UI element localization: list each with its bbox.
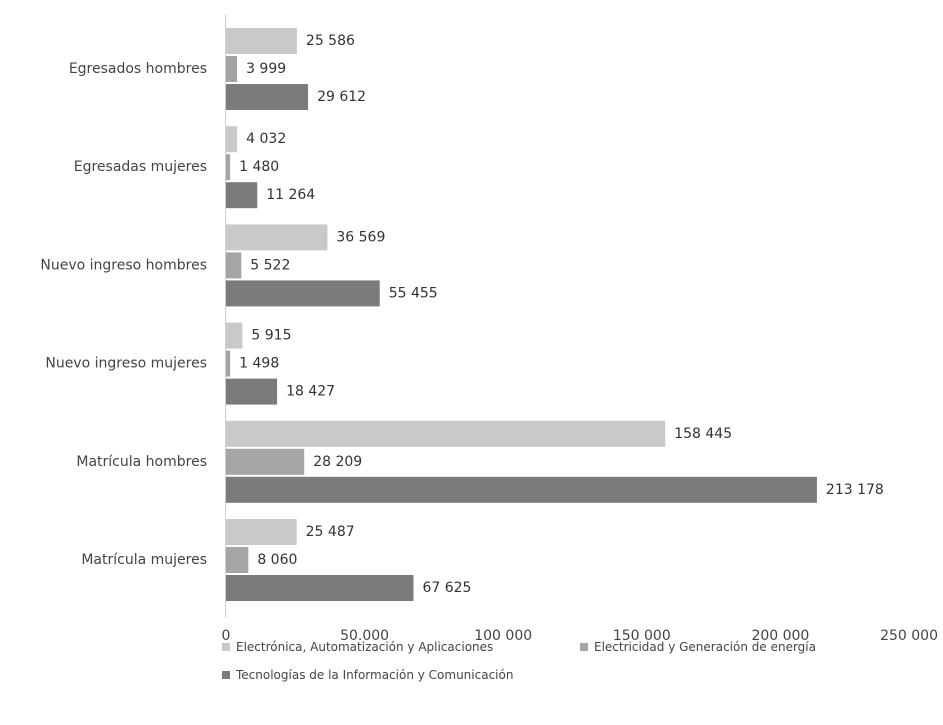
bar <box>226 224 328 251</box>
bar <box>226 322 243 349</box>
x-tick-label: 150 000 <box>613 628 671 640</box>
legend-label: Electricidad y Generación de energía <box>594 640 816 654</box>
x-tick-label: 250 000 <box>880 628 938 640</box>
data-label: 25 487 <box>306 524 355 540</box>
x-tick-label: 50.000 <box>340 628 389 640</box>
data-label: 29 612 <box>317 89 366 105</box>
data-label: 4 032 <box>246 131 286 147</box>
category-label: Matrícula mujeres <box>81 552 207 568</box>
data-label: 3 999 <box>246 61 286 77</box>
bar <box>226 378 278 405</box>
legend-label: Electrónica, Automatización y Aplicacion… <box>236 640 494 654</box>
bar <box>226 126 238 153</box>
data-label: 11 264 <box>266 187 315 203</box>
category-labels: Egresados hombres Egresadas mujeres Nuevo … <box>40 61 207 568</box>
bar <box>226 448 305 475</box>
bar <box>226 350 231 377</box>
bar <box>226 519 297 545</box>
data-label: 25 586 <box>306 33 355 49</box>
bar <box>226 575 414 601</box>
legend-item-electricidad: Electricidad y Generación de energía <box>580 640 816 654</box>
data-labels: 25 586 3 999 29 612 4 032 1 480 11 264 36 569 5… <box>239 33 884 596</box>
legend-label: Tecnologías de la Información y Comunica… <box>236 668 514 682</box>
legend-swatch <box>580 643 588 651</box>
legend-item-electronica: Electrónica, Automatización y Aplicacion… <box>222 640 493 654</box>
data-label: 36 569 <box>336 229 385 245</box>
data-label: 1 480 <box>239 159 279 175</box>
data-label: 55 455 <box>389 285 438 301</box>
legend-swatch <box>222 643 230 651</box>
category-label: Egresados hombres <box>69 61 207 77</box>
category-label: Nuevo ingreso mujeres <box>45 356 207 372</box>
bar <box>226 420 666 447</box>
data-label: 158 445 <box>674 426 732 442</box>
bars-group <box>226 28 817 601</box>
x-tick-label: 200 000 <box>751 628 809 640</box>
x-tick-label: 100 000 <box>474 628 532 640</box>
category-label: Nuevo ingreso hombres <box>40 257 207 273</box>
bar <box>226 154 231 181</box>
legend-swatch <box>222 671 230 679</box>
x-axis-ticks: 0 50.000 100 000 150 000 200 000 250 000 <box>222 628 938 640</box>
data-label: 5 915 <box>251 328 291 344</box>
data-label: 28 209 <box>313 454 362 470</box>
bar <box>226 182 258 209</box>
legend-item-tecnologias: Tecnologías de la Información y Comunica… <box>222 668 513 682</box>
category-label: Matrícula hombres <box>76 454 207 470</box>
legend: Electrónica, Automatización y Aplicacion… <box>222 640 922 696</box>
x-tick-label: 0 <box>222 628 231 640</box>
bar-chart: Egresados hombres Egresadas mujeres Nuevo … <box>40 14 938 640</box>
bar <box>226 56 238 82</box>
data-label: 1 498 <box>239 356 279 372</box>
bar <box>226 280 380 307</box>
bar <box>226 28 297 54</box>
data-label: 213 178 <box>826 482 884 498</box>
bar <box>226 252 242 279</box>
category-label: Egresadas mujeres <box>74 159 207 175</box>
data-label: 5 522 <box>250 257 290 273</box>
data-label: 67 625 <box>422 580 471 596</box>
data-label: 8 060 <box>257 552 297 568</box>
bar <box>226 476 817 503</box>
bar <box>226 547 249 573</box>
bar <box>226 84 309 110</box>
data-label: 18 427 <box>286 384 335 400</box>
